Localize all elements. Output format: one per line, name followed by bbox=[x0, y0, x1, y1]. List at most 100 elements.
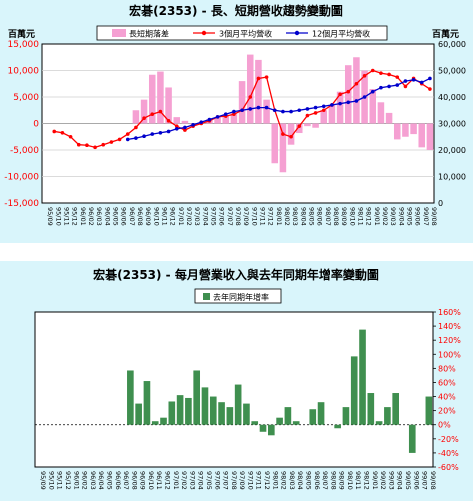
chart1-x-tick: 98/06 bbox=[316, 207, 324, 226]
chart2-bar bbox=[127, 370, 134, 425]
chart2-x-tick: 97/07 bbox=[222, 471, 230, 490]
chart2-x-tick: 99/08 bbox=[429, 471, 437, 490]
point-3m-avg bbox=[68, 134, 73, 139]
point-3m-avg bbox=[387, 72, 391, 77]
point-12m-avg bbox=[158, 130, 163, 135]
chart2-x-tick: 98/10 bbox=[346, 471, 354, 490]
chart1-x-tick: 97/10 bbox=[250, 207, 258, 226]
point-3m-avg bbox=[232, 112, 236, 117]
point-12m-avg bbox=[395, 83, 400, 87]
chart2-x-tick: 97/04 bbox=[197, 471, 205, 490]
point-3m-avg bbox=[379, 71, 383, 75]
point-3m-avg bbox=[321, 108, 326, 113]
point-12m-avg bbox=[142, 134, 146, 139]
legend-3m-marker bbox=[201, 30, 207, 36]
chart2-x-tick: 97/02 bbox=[180, 471, 188, 490]
point-12m-avg bbox=[125, 137, 130, 142]
point-12m-avg bbox=[248, 107, 253, 111]
chart1-bar bbox=[287, 123, 295, 145]
chart2-y-tick: 60% bbox=[438, 378, 456, 387]
point-3m-avg bbox=[370, 68, 375, 73]
point-12m-avg bbox=[134, 136, 138, 140]
chart1-x-tick: 96/04 bbox=[103, 207, 111, 226]
chart1-right-tick: 10,000 bbox=[438, 173, 466, 182]
chart1-x-tick: 98/11 bbox=[356, 207, 364, 226]
chart1-x-tick: 96/02 bbox=[87, 207, 95, 226]
chart1-x-tick: 96/01 bbox=[79, 207, 87, 226]
point-12m-avg bbox=[428, 76, 432, 81]
chart2-bar bbox=[185, 397, 192, 425]
chart2-bar bbox=[143, 381, 151, 425]
chart2-x-tick: 97/01 bbox=[172, 471, 180, 490]
chart1-x-tick: 97/11 bbox=[258, 207, 266, 226]
chart1-x-tick: 99/01 bbox=[373, 207, 381, 226]
chart2-bar bbox=[392, 393, 400, 425]
point-3m-avg bbox=[338, 92, 342, 97]
point-12m-avg bbox=[223, 112, 228, 117]
chart1-right-tick: 60,000 bbox=[438, 40, 466, 49]
chart2-legend: 去年同期年增率 bbox=[194, 288, 282, 304]
chart1-left-tick: 15,000 bbox=[8, 40, 40, 50]
chart1-bar bbox=[369, 89, 377, 124]
chart2-bar bbox=[317, 402, 325, 425]
point-3m-avg bbox=[76, 142, 81, 147]
chart2-bar bbox=[135, 403, 142, 425]
chart1-left-tick: 5,000 bbox=[13, 93, 39, 103]
point-12m-avg bbox=[207, 117, 212, 122]
chart1-x-tick: 97/09 bbox=[242, 207, 250, 226]
chart2-bar bbox=[384, 407, 391, 425]
chart1-x-tick: 96/07 bbox=[128, 207, 136, 226]
chart1-left-tick: 0 bbox=[33, 120, 39, 130]
chart1-bar bbox=[304, 123, 311, 127]
chart2-y-tick: 140% bbox=[438, 322, 461, 331]
chart1-x-tick: 98/08 bbox=[332, 207, 340, 226]
chart1-bar bbox=[393, 123, 401, 140]
point-3m-avg bbox=[142, 116, 146, 120]
chart2-bar bbox=[234, 384, 242, 425]
chart1-x-tick: 98/02 bbox=[283, 207, 291, 226]
chart2-x-tick: 98/06 bbox=[313, 471, 321, 490]
chart1-bar bbox=[385, 112, 393, 124]
chart2-x-tick: 96/07 bbox=[122, 471, 130, 490]
point-12m-avg bbox=[354, 99, 359, 103]
chart2-bar bbox=[334, 424, 341, 429]
chart2-x-tick: 98/02 bbox=[280, 471, 288, 490]
chart1-bar bbox=[279, 123, 287, 173]
chart2-y-tick: 40% bbox=[438, 393, 456, 402]
point-3m-avg bbox=[109, 140, 114, 144]
chart2-x-tick: 99/04 bbox=[396, 471, 404, 490]
chart2-bar bbox=[209, 396, 217, 425]
chart1-x-tick: 97/05 bbox=[209, 207, 217, 226]
chart1-left-tick: -5,000 bbox=[10, 146, 39, 156]
point-3m-avg bbox=[403, 84, 408, 89]
point-12m-avg bbox=[281, 109, 285, 114]
legend-12m-marker bbox=[294, 30, 300, 36]
point-12m-avg bbox=[256, 105, 261, 110]
chart1-x-tick: 95/09 bbox=[46, 207, 54, 226]
chart1-x-tick: 97/03 bbox=[193, 207, 201, 226]
chart2-y-tick: -60% bbox=[438, 463, 459, 472]
chart1-x-tick: 97/12 bbox=[267, 207, 275, 226]
chart2-x-tick: 98/07 bbox=[321, 471, 329, 490]
point-12m-avg bbox=[403, 79, 408, 83]
chart1-right-tick: 20,000 bbox=[438, 146, 466, 155]
chart2-x-tick: 97/12 bbox=[263, 471, 271, 490]
chart2-x-tick: 97/05 bbox=[205, 471, 213, 490]
chart1-bar bbox=[263, 99, 270, 124]
chart1-x-tick: 96/12 bbox=[169, 207, 177, 226]
point-12m-avg bbox=[297, 108, 302, 113]
chart2-bar bbox=[367, 393, 375, 425]
chart2-x-tick: 98/11 bbox=[354, 471, 362, 490]
chart1-bar bbox=[271, 123, 279, 164]
chart1-bar bbox=[410, 123, 417, 135]
chart2-bar bbox=[342, 407, 350, 425]
chart1-x-tick: 99/03 bbox=[389, 207, 397, 226]
chart1-x-tick: 98/07 bbox=[324, 207, 332, 226]
chart2-x-tick: 97/09 bbox=[238, 471, 246, 490]
point-12m-avg bbox=[379, 85, 383, 90]
chart1-x-tick: 97/06 bbox=[218, 207, 226, 226]
point-12m-avg bbox=[272, 108, 277, 113]
chart2-x-tick: 99/05 bbox=[404, 471, 412, 490]
chart2-y-tick: 100% bbox=[438, 350, 461, 359]
point-3m-avg bbox=[125, 132, 130, 136]
